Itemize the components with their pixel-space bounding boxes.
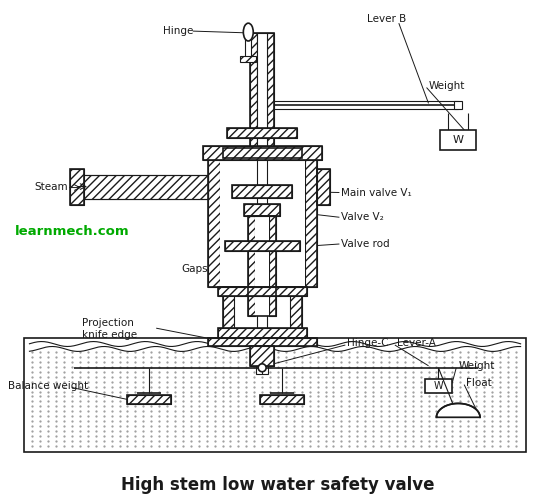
Text: Hinge: Hinge — [163, 26, 193, 36]
Bar — [316, 169, 330, 205]
Text: Balance weight: Balance weight — [8, 381, 88, 391]
Bar — [454, 101, 462, 109]
Text: Lever-A: Lever-A — [397, 338, 436, 348]
Bar — [127, 395, 171, 405]
Bar — [70, 169, 84, 205]
Bar — [225, 241, 300, 251]
Bar — [227, 128, 297, 138]
Bar — [260, 395, 304, 405]
Bar — [240, 56, 256, 62]
Bar — [208, 338, 316, 346]
Bar — [222, 148, 302, 158]
Bar — [255, 216, 269, 316]
Bar — [232, 184, 292, 198]
Bar — [257, 33, 267, 353]
Bar — [250, 346, 274, 366]
Bar — [225, 241, 300, 251]
Text: Hinge-C: Hinge-C — [348, 338, 389, 348]
Bar — [305, 158, 316, 287]
Text: W: W — [453, 135, 464, 145]
Bar — [249, 216, 276, 316]
Bar — [208, 338, 316, 346]
Text: Weight: Weight — [429, 81, 465, 90]
Bar — [217, 287, 307, 297]
Bar — [220, 158, 305, 287]
Text: Steam: Steam — [34, 181, 68, 191]
Text: Float: Float — [466, 378, 492, 388]
Ellipse shape — [244, 23, 253, 41]
Bar — [425, 379, 452, 393]
Bar — [203, 146, 321, 160]
Text: W: W — [434, 381, 443, 391]
Bar — [208, 158, 220, 287]
Text: learnmech.com: learnmech.com — [14, 225, 129, 238]
Bar — [222, 287, 302, 338]
Polygon shape — [436, 404, 480, 417]
Text: Weight: Weight — [458, 361, 495, 371]
Bar — [316, 169, 330, 205]
Text: Projection
knife edge: Projection knife edge — [82, 318, 137, 340]
Text: Gaps: Gaps — [181, 264, 207, 274]
Bar — [250, 33, 274, 155]
Bar — [257, 33, 267, 155]
Bar — [70, 169, 84, 205]
Bar — [232, 184, 292, 198]
Bar — [245, 38, 251, 60]
Bar — [24, 338, 525, 452]
Text: Lever B: Lever B — [367, 14, 406, 24]
Bar — [256, 366, 268, 374]
Text: Valve V₂: Valve V₂ — [341, 212, 384, 222]
Text: Valve rod: Valve rod — [341, 239, 390, 249]
Bar — [227, 128, 297, 138]
Bar — [244, 204, 280, 216]
Bar — [217, 328, 307, 338]
Bar — [127, 395, 171, 405]
Bar — [250, 346, 274, 366]
Bar — [208, 158, 316, 287]
Text: High stem low water safety valve: High stem low water safety valve — [121, 476, 435, 494]
Text: Main valve V₁: Main valve V₁ — [341, 187, 412, 197]
Bar — [249, 216, 255, 316]
Bar — [217, 287, 307, 297]
Bar — [290, 287, 302, 338]
Bar — [217, 328, 307, 338]
Bar — [222, 287, 235, 338]
Bar — [244, 204, 280, 216]
Bar — [222, 148, 302, 158]
Bar — [82, 174, 208, 199]
Circle shape — [258, 364, 266, 372]
Bar — [267, 33, 274, 155]
Bar — [440, 130, 476, 150]
Bar — [269, 216, 276, 316]
Bar — [260, 395, 304, 405]
Bar — [203, 146, 321, 160]
Bar — [250, 33, 257, 155]
Bar — [82, 174, 208, 199]
